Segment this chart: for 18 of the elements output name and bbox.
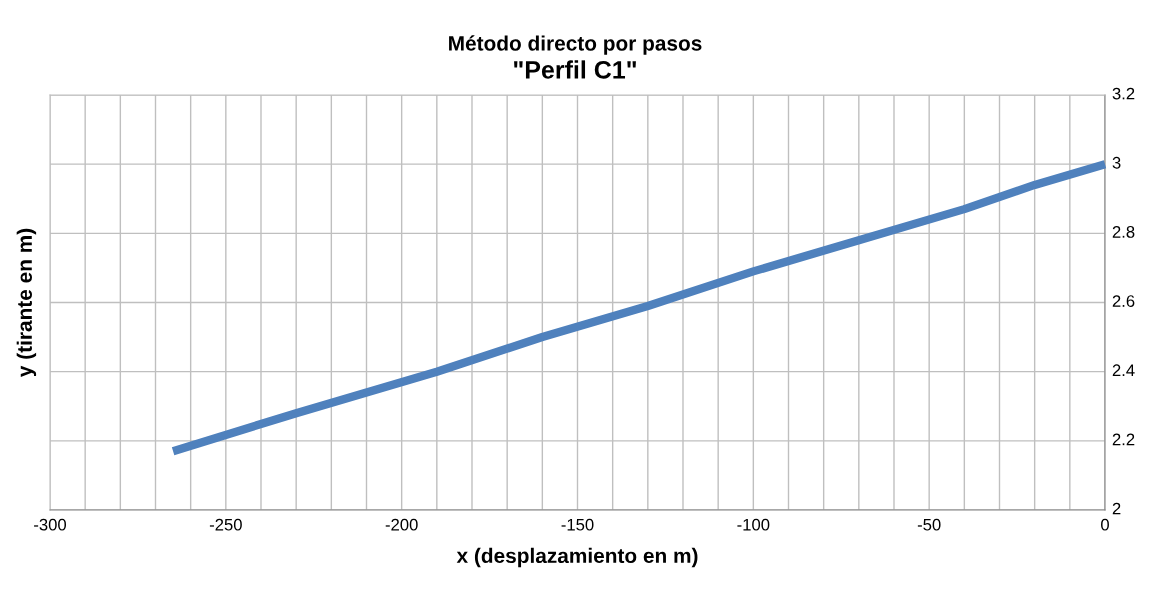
y-tick-label: 2 [1112, 502, 1121, 515]
chart-title: Método directo por pasos [449, 35, 702, 55]
y-tick-label: 3.2 [1112, 87, 1135, 100]
x-tick-label: -100 [737, 518, 770, 531]
y-tick-label: 2.6 [1112, 295, 1135, 307]
x-tick-label: -50 [917, 518, 941, 531]
x-axis-title: x (desplazamiento en m) [456, 547, 698, 568]
y-tick-label: 2.2 [1112, 433, 1135, 446]
y-tick-label: 3 [1112, 156, 1121, 169]
y-axis-title: y (tirante en m) [16, 228, 37, 377]
x-tick-label: -300 [34, 518, 67, 531]
x-tick-label: 0 [1101, 518, 1109, 531]
x-tick-label: -150 [561, 518, 594, 531]
chart-subtitle: "Perfil C1" [514, 60, 636, 79]
x-tick-label: -200 [385, 518, 418, 531]
x-tick-label: -250 [209, 518, 242, 531]
y-tick-label: 2.4 [1112, 364, 1135, 376]
y-tick-label: 2.8 [1112, 226, 1135, 238]
